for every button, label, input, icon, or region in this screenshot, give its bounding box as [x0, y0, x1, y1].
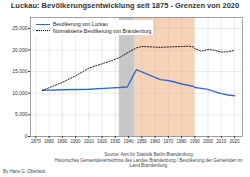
svg-text:1960: 1960 [150, 139, 161, 144]
svg-text:2020: 2020 [229, 139, 240, 144]
svg-text:1990: 1990 [190, 139, 201, 144]
html-text:By Hans G. Oberlack: By Hans G. Oberlack [3, 169, 46, 174]
svg-text:15,000: 15,000 [12, 68, 28, 74]
svg-text:1940: 1940 [123, 139, 134, 144]
svg-text:10,000: 10,000 [12, 90, 28, 96]
svg-text:1930: 1930 [110, 139, 121, 144]
svg-text:1890: 1890 [57, 139, 68, 144]
svg-text:2000: 2000 [203, 139, 214, 144]
svg-text:20,000: 20,000 [12, 47, 28, 53]
svg-text:2010: 2010 [216, 139, 227, 144]
svg-text:1950: 1950 [137, 139, 148, 144]
svg-text:1880: 1880 [44, 139, 55, 144]
svg-text:1870: 1870 [31, 139, 42, 144]
svg-text:1910: 1910 [84, 139, 95, 144]
svg-text:1920: 1920 [97, 139, 108, 144]
svg-text:25,000: 25,000 [12, 25, 28, 31]
html-text:Luckau: Bevölkerungsentwicklun: Luckau: Bevölkerungsentwicklung seit 187… [10, 1, 240, 10]
html-text:Normalisierte Bevölkerung von: Normalisierte Bevölkerung von Brandenbur… [53, 27, 152, 34]
html-text:Bevölkerung von Luckau: Bevölkerung von Luckau [53, 21, 108, 27]
svg-text:1980: 1980 [176, 139, 187, 144]
svg-text:1900: 1900 [70, 139, 81, 144]
svg-text:0: 0 [25, 133, 28, 139]
svg-text:5,000: 5,000 [15, 111, 28, 117]
html-text:Historisches Gemeindeverzeichn: Historisches Gemeindeverzeichnis des Lan… [54, 157, 243, 168]
svg-text:1970: 1970 [163, 139, 174, 144]
html-text:Source: Amt für Statistik Berl: Source: Amt für Statistik Berlin-Branden… [104, 152, 193, 157]
